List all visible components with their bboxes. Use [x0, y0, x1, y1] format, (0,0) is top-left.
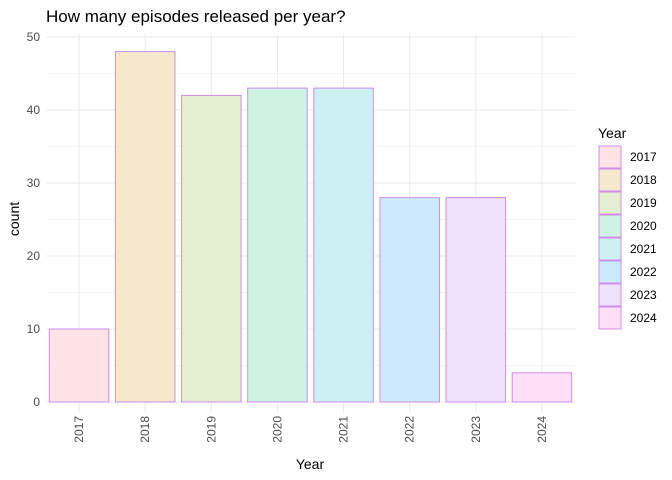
bar-2024	[511, 372, 573, 403]
x-tick-label: 2020	[270, 416, 284, 443]
y-tick-label: 20	[27, 249, 41, 263]
legend-key-2023	[598, 283, 622, 307]
legend-label: 2017	[630, 150, 657, 164]
legend-label: 2019	[630, 196, 657, 210]
legend-label: 2022	[630, 265, 657, 279]
legend-key-2017	[598, 145, 622, 169]
bar-2021	[313, 87, 374, 403]
legend-label: 2020	[630, 219, 657, 233]
y-tick-label: 50	[27, 30, 41, 44]
bar-2019	[181, 94, 242, 403]
x-tick-label: 2023	[469, 416, 483, 443]
x-tick-label: 2018	[138, 416, 152, 443]
y-tick-label: 40	[27, 103, 41, 117]
bars	[48, 51, 573, 403]
legend-key-2021	[598, 237, 622, 261]
chart-title: How many episodes released per year?	[46, 7, 346, 26]
y-tick-label: 10	[27, 322, 41, 336]
legend-key-2024	[598, 306, 622, 330]
legend-key-2019	[598, 191, 622, 215]
legend-label: 2021	[630, 242, 657, 256]
legend-title: Year	[598, 125, 627, 141]
legend-label: 2018	[630, 173, 657, 187]
x-tick-label: 2024	[535, 416, 549, 443]
legend-key-2022	[598, 260, 622, 284]
x-tick-label: 2019	[204, 416, 218, 443]
y-tick-label: 30	[27, 176, 41, 190]
x-axis-ticks: 2017 2018 2019 2020 2021 2022 2023 2024	[72, 416, 549, 443]
legend-key-2018	[598, 168, 622, 192]
legend-key-2020	[598, 214, 622, 238]
y-axis-ticks: 0 10 20 30 40 50	[27, 30, 41, 409]
legend-label: 2024	[630, 311, 657, 325]
x-tick-label: 2022	[403, 416, 417, 443]
legend: Year 2017 2018 2019 2020 2021 2022 2023 2024	[598, 125, 657, 330]
bar-2020	[247, 87, 308, 403]
x-tick-label: 2017	[72, 416, 86, 443]
bar-2023	[445, 197, 507, 403]
y-axis-title: count	[6, 202, 22, 236]
bar-2018	[114, 51, 176, 403]
x-tick-label: 2021	[337, 416, 351, 443]
bar-2022	[379, 197, 440, 403]
x-axis-title: Year	[296, 456, 325, 472]
legend-label: 2023	[630, 288, 657, 302]
y-tick-label: 0	[33, 395, 40, 409]
bar-2017	[48, 328, 110, 403]
